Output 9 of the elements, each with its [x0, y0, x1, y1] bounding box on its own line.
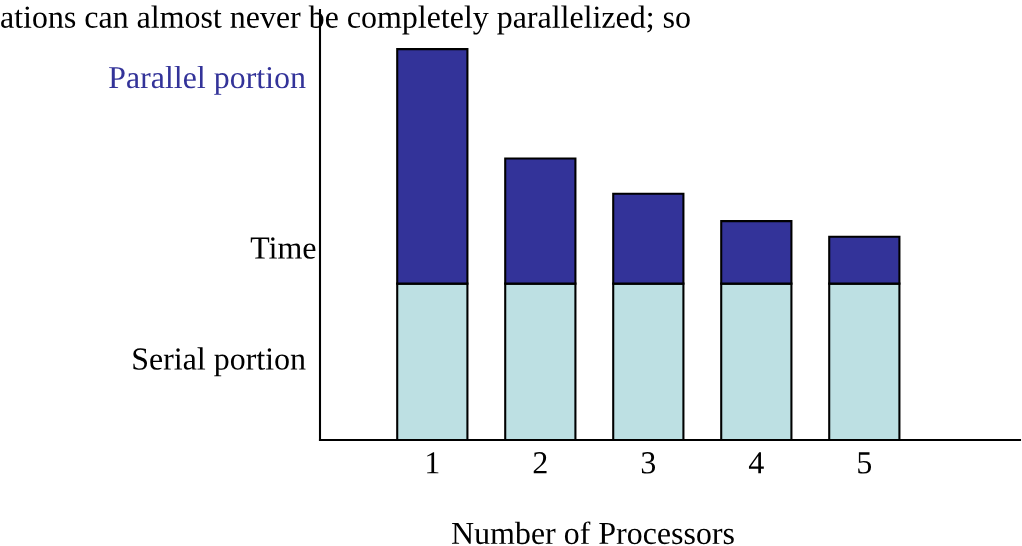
x-axis-title: Number of Processors	[451, 521, 734, 545]
text: Parallel portion	[109, 65, 306, 95]
x-tick-label: 1	[427, 452, 439, 474]
x-tick-label: 3	[641, 452, 656, 474]
x-tick-label: 2	[533, 452, 547, 474]
y-axis-title: Time	[250, 237, 316, 259]
text: Serial portion	[133, 347, 306, 377]
x-tick-label: 4	[748, 452, 764, 474]
x-tick-label: 5	[858, 452, 872, 474]
